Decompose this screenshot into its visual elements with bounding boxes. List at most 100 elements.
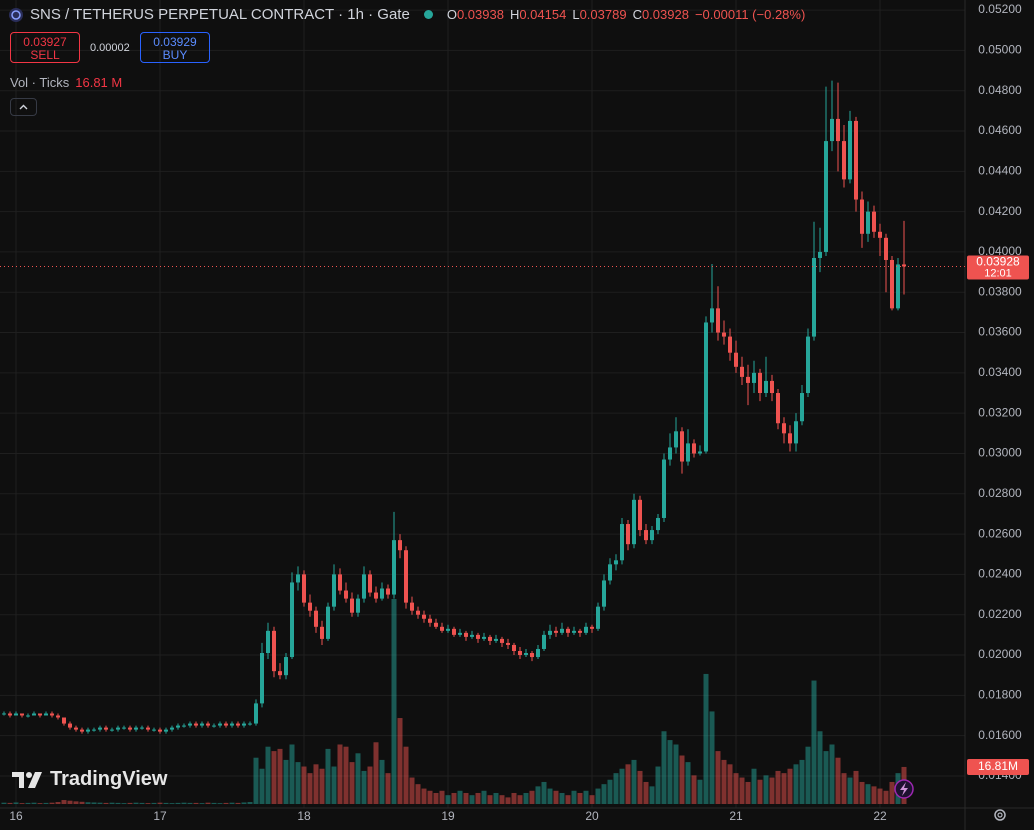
volume-bar [829,744,835,804]
volume-legend: Vol · Ticks 16.81 M [10,75,122,90]
candle-body [62,717,66,724]
candle-body [266,630,270,654]
last-price-label: 0.03928 [976,255,1020,269]
y-tick-label: 0.01600 [978,728,1022,742]
candle-body [158,729,162,732]
volume-bar [805,746,811,804]
settings-icon[interactable] [994,809,1006,821]
volume-bar [859,781,865,804]
candle-body [182,725,186,727]
volume-bar [13,802,19,804]
y-tick-label: 0.02200 [978,607,1022,621]
candle-body [56,715,60,718]
candle-body [764,380,768,394]
candle-body [788,433,792,444]
y-tick-label: 0.03200 [978,405,1022,419]
ohlc-key: C [632,7,642,22]
volume-value: 16.81 M [75,75,123,90]
volume-bar [103,802,109,804]
volume-bar [577,792,583,804]
header: SNS / TETHERUS PERPETUAL CONTRACT · 1h ·… [8,6,805,23]
candle-body [770,380,774,394]
status-dot [423,10,433,19]
volume-bar [271,751,277,804]
volume-bar [127,802,133,804]
volume-bar [25,802,31,804]
volume-bar [331,766,337,804]
symbol-title: SNS / TETHERUS PERPETUAL CONTRACT · 1h ·… [30,6,410,23]
candle-body [92,729,96,731]
candle-body [362,574,366,599]
volume-bar [325,748,331,804]
volume-bar [193,802,199,804]
volume-bar [49,802,55,804]
sell-button[interactable]: 0.03927 SELL [10,32,80,63]
x-tick-label: 16 [9,809,23,823]
y-tick-label: 0.04800 [978,83,1022,97]
volume-bar [187,802,193,804]
candle-body [740,366,744,377]
volume-bar [295,762,301,804]
volume-bar [379,759,385,804]
volume-bar [721,759,727,804]
volume-bar [235,802,241,804]
candle-body [254,703,258,724]
candle-body [476,634,480,639]
candle-body [140,727,144,729]
volume-bar [61,800,67,804]
volume-bar [673,744,679,804]
candle-body [500,638,504,643]
volume-axis-label: 16.81M [978,759,1018,773]
candle-body [368,574,372,593]
volume-bar [769,777,775,804]
volume-bar [745,781,751,804]
candle-body [650,530,654,541]
volume-bar [631,759,637,804]
volume-bar [835,757,841,804]
y-tick-label: 0.02400 [978,567,1022,581]
volume-bar [493,792,499,804]
candle-body [896,264,900,309]
volume-bar [211,802,217,804]
lightning-icon[interactable] [894,779,914,799]
y-tick-label: 0.04600 [978,123,1022,137]
buy-button[interactable]: 0.03929 BUY [140,32,210,63]
spread: 0.00002 [90,42,130,54]
candle-body [2,713,6,715]
volume-bar [37,803,43,804]
candle-body [548,630,552,635]
candles [2,80,906,734]
y-tick-label: 0.05200 [978,2,1022,16]
candle-body [518,650,522,656]
candle-body [620,524,624,561]
y-tick-label: 0.04200 [978,204,1022,218]
y-tick-label: 0.03400 [978,365,1022,379]
volume-bar [625,764,631,804]
volume-bar [619,768,625,804]
volume-bar [247,802,253,804]
y-tick-label: 0.03800 [978,284,1022,298]
candle-body [794,421,798,444]
candle-body [470,634,474,637]
volume-bar [589,795,595,804]
candle-body [272,630,276,672]
countdown: 12:01 [984,267,1012,279]
volume-bar [1,802,7,804]
volume-bar [355,753,361,804]
candle-body [458,632,462,635]
volume-bar [751,768,757,804]
candle-body [116,727,120,730]
volume-bar [799,759,805,804]
volume-bar [85,802,91,804]
collapse-button[interactable] [10,98,37,116]
candle-body [230,723,234,726]
candle-body [512,644,516,651]
volume-bar [679,755,685,804]
volume-bar [571,790,577,804]
watermark: TradingView [12,768,167,791]
candle-body [626,524,630,545]
volume-bar [391,599,397,804]
candle-body [692,443,696,454]
volume-bar [691,775,697,804]
candle-body [782,423,786,434]
